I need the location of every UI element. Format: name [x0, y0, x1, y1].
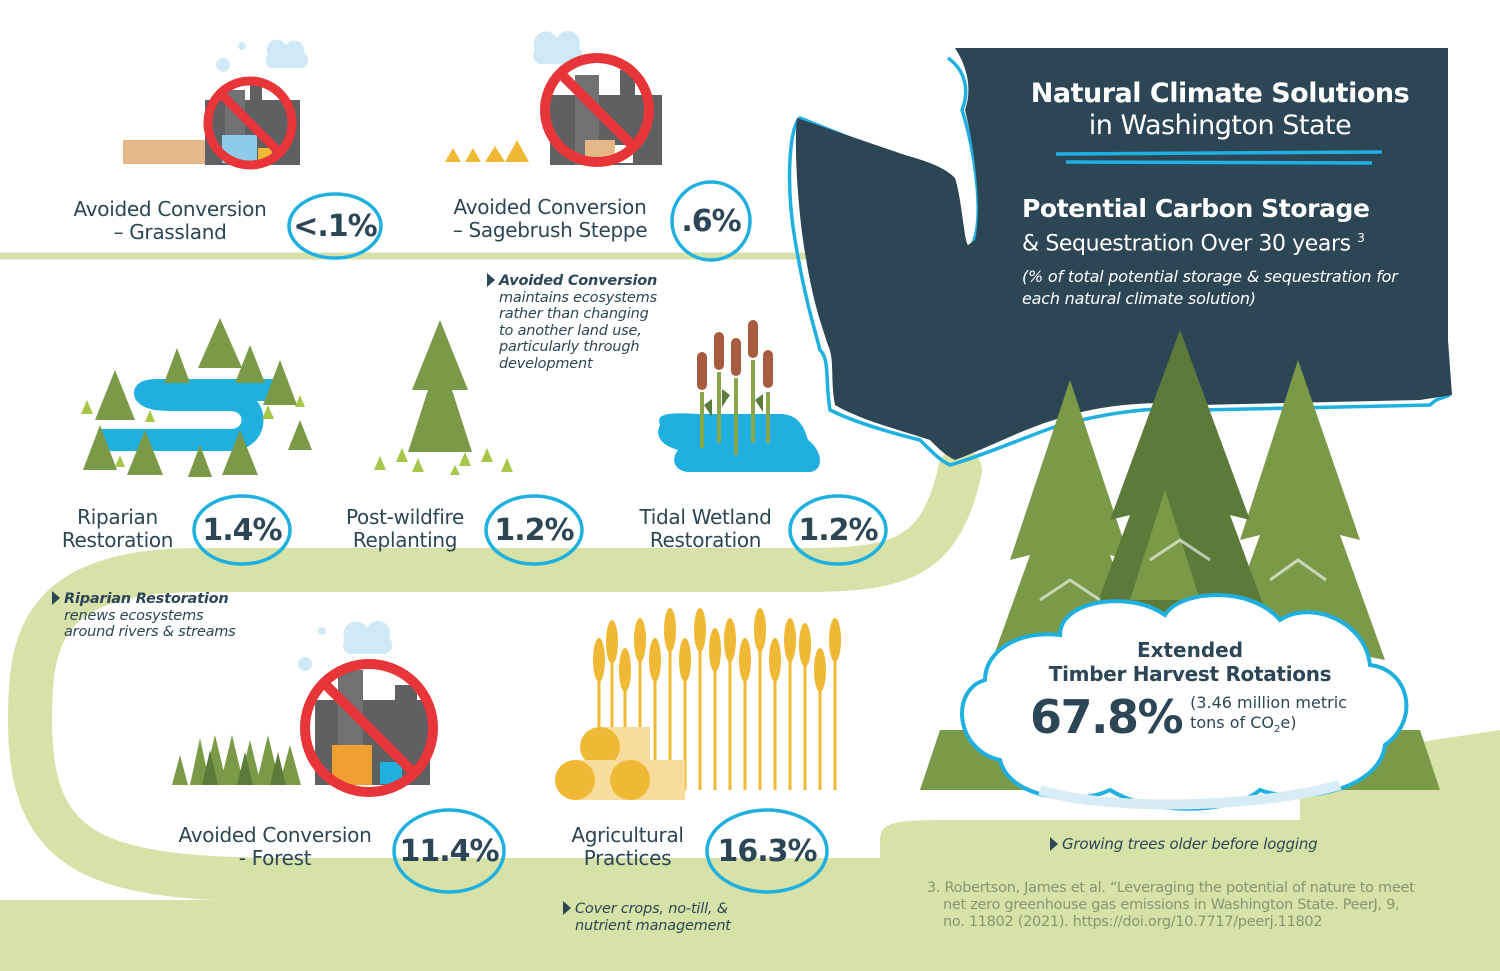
- triangle-bullet-icon: [487, 273, 495, 287]
- note-agricultural-practices: Cover crops, no-till, & nutrient managem…: [563, 901, 731, 934]
- featured-detail: (3.46 million metric tons of CO2e): [1190, 693, 1347, 736]
- circle-outline-icon: [788, 494, 888, 566]
- value-badge-grassland: <.1%: [285, 190, 385, 262]
- featured-title-line2: Timber Harvest Rotations: [1048, 662, 1332, 686]
- solution-label-wildfire: Post-wildfire Replanting: [345, 505, 464, 552]
- solution-label-wetland: Tidal Wetland Restoration: [639, 505, 772, 552]
- subtitle-block: Potential Carbon Storage & Sequestration…: [1022, 194, 1452, 310]
- citation: 3. Robertson, James et al. “Leveraging t…: [927, 880, 1415, 930]
- no-development-forest-icon: [172, 620, 438, 797]
- featured-value-row: 67.8% (3.46 million metric tons of CO2e): [1030, 690, 1347, 744]
- solution-label-sagebrush: Avoided Conversion – Sagebrush Steppe: [452, 195, 648, 242]
- triangle-bullet-icon: [1050, 837, 1058, 851]
- value-badge-wetland: 1.2%: [786, 492, 890, 568]
- featured-solution-card: Extended Timber Harvest Rotations: [1020, 638, 1360, 686]
- tree-seedlings-icon: [374, 320, 513, 475]
- note-avoided-conversion: Avoided Conversion maintains ecosystems …: [487, 273, 657, 372]
- triangle-bullet-icon: [52, 591, 60, 605]
- page-title-line2: in Washington State: [1088, 110, 1352, 141]
- subtitle-description: (% of total potential storage & sequestr…: [1022, 267, 1398, 309]
- page-title: Natural Climate Solutions: [1030, 78, 1410, 109]
- river-forest-icon: [81, 318, 312, 477]
- cattail-pond-icon: [658, 320, 820, 472]
- solution-label-riparian: Riparian Restoration: [61, 505, 174, 552]
- value-badge-wildfire: 1.2%: [482, 492, 586, 568]
- value-badge-riparian: 1.4%: [190, 492, 294, 568]
- subtitle-bold: Potential Carbon Storage: [1022, 194, 1370, 223]
- value-badge-agriculture: 16.3%: [703, 806, 831, 896]
- title-block: Natural Climate Solutions in Washington …: [990, 78, 1450, 142]
- circle-outline-icon: [192, 494, 292, 566]
- featured-title-line1: Extended: [1136, 638, 1244, 662]
- circle-outline-icon: [670, 180, 752, 262]
- wheat-hay-bales-icon: [555, 608, 841, 800]
- circle-outline-icon: [484, 494, 584, 566]
- note-riparian-restoration: Riparian Restoration renews ecosystems a…: [52, 591, 236, 641]
- featured-value: 67.8%: [1030, 690, 1184, 744]
- no-development-grassland-icon: [123, 39, 309, 170]
- subtitle-line: & Sequestration Over 30 years 3: [1022, 231, 1365, 257]
- no-development-sagebrush-icon: [445, 30, 662, 167]
- solution-label-forest: Avoided Conversion - Forest: [178, 823, 372, 870]
- triangle-bullet-icon: [563, 901, 571, 915]
- solution-label-agriculture: Agricultural Practices: [571, 823, 684, 870]
- value-badge-forest: 11.4%: [390, 806, 508, 896]
- circle-outline-icon: [287, 192, 383, 260]
- featured-note: Growing trees older before logging: [1050, 836, 1318, 853]
- footnote-ref: 3: [1357, 231, 1365, 245]
- circle-outline-icon: [392, 808, 506, 894]
- solution-label-grassland: Avoided Conversion – Grassland: [73, 197, 267, 244]
- value-badge-sagebrush: .6%: [668, 178, 754, 264]
- circle-outline-icon: [705, 808, 829, 894]
